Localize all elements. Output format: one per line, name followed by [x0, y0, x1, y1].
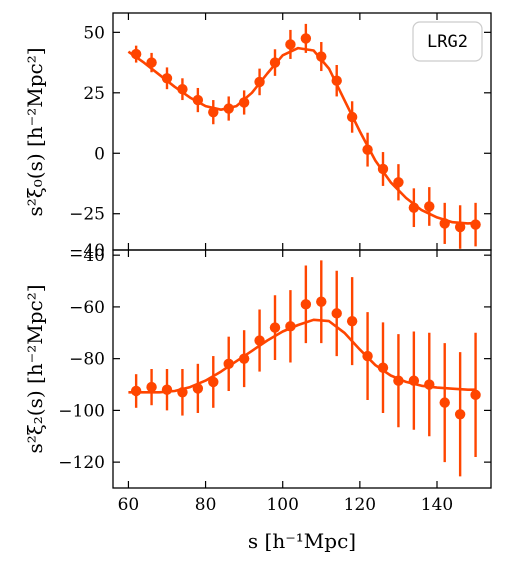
top-y-axis-label: s²ξ₀(s) [h⁻²Mpc²] [23, 47, 47, 216]
x-axis-label: s [h⁻¹Mpc] [248, 529, 356, 553]
bottom-y-axis-label: s²ξ₂(s) [h⁻²Mpc²] [23, 284, 47, 453]
data-point [192, 383, 204, 394]
data-point [424, 201, 435, 212]
model-curve [127, 46, 476, 225]
data-point [285, 321, 296, 332]
y-tick-label: −80 [69, 350, 105, 370]
data-point [454, 409, 466, 420]
panel-bottom-quadrupole: 60 80 100 120 140 −40 −60 −80 −100 −120 s²ξ₂(s) [… [23, 246, 492, 553]
y-tick-label: −40 [69, 246, 105, 266]
data-point [269, 57, 281, 68]
y-tick-label: −120 [58, 453, 105, 473]
data-point [300, 33, 312, 44]
data-point [269, 322, 281, 333]
data-point [177, 387, 188, 398]
y-tick-label: 0 [94, 144, 105, 164]
y-tick-label: −40 [69, 241, 105, 261]
data-point [208, 106, 219, 118]
y-tick-label: 25 [83, 84, 105, 104]
data-point [285, 39, 296, 50]
data-point [223, 358, 234, 370]
legend-label: LRG2 [427, 32, 468, 52]
data-point [316, 51, 327, 62]
legend-box [412, 21, 483, 62]
top-ticks-layer: 50 25 0 −25 −40 [69, 13, 491, 261]
data-point [316, 296, 327, 307]
data-point [177, 83, 188, 95]
bottom-ticks-layer: 60 80 100 120 140 −40 −60 −80 −100 −120 [58, 246, 491, 515]
data-point [346, 315, 358, 327]
data-point [254, 76, 265, 88]
data-point [408, 202, 420, 213]
data-point [223, 103, 234, 114]
data-point [362, 350, 373, 362]
data-point [238, 97, 250, 108]
bottom-errorbar-layer [134, 260, 477, 477]
y-tick-label: −60 [69, 298, 105, 318]
data-point [393, 177, 404, 188]
legend: LRG2 [412, 21, 483, 62]
x-tick-label: 80 [195, 495, 217, 515]
data-point [146, 381, 157, 393]
data-point [254, 335, 265, 346]
data-point [161, 73, 173, 84]
data-point [408, 375, 420, 386]
data-point [192, 94, 204, 106]
data-point [331, 308, 342, 319]
y-tick-label: 50 [83, 23, 105, 43]
model-curve [128, 318, 476, 394]
data-point [161, 384, 173, 395]
data-point [331, 75, 342, 86]
top-model-layer [127, 46, 476, 225]
x-tick-label: 60 [118, 495, 140, 515]
data-point [377, 362, 389, 373]
data-point [470, 389, 481, 401]
x-tick-label: 140 [421, 495, 453, 515]
data-point [362, 144, 373, 155]
data-point [130, 48, 142, 60]
y-tick-label: −25 [69, 205, 105, 225]
data-point [238, 353, 250, 364]
bottom-axes-frame [112, 249, 492, 489]
data-point [470, 219, 481, 230]
top-points-layer [130, 33, 481, 233]
x-tick-label: 100 [266, 495, 298, 515]
y-tick-label: −100 [58, 401, 105, 421]
data-point [439, 397, 450, 408]
bottom-model-layer [128, 318, 476, 394]
bottom-points-layer [130, 296, 481, 420]
data-point [146, 57, 157, 68]
data-point [377, 163, 389, 175]
data-point [208, 376, 219, 388]
data-point [300, 299, 312, 310]
data-point [424, 379, 435, 390]
data-point [454, 221, 466, 233]
data-point [439, 218, 450, 229]
data-point [393, 375, 404, 386]
data-point [346, 111, 358, 123]
x-tick-label: 120 [344, 495, 376, 515]
data-point [130, 385, 142, 397]
panel-top-monopole: 50 25 0 −25 −40 LRG2 s²ξ₀(s) [h⁻²Mpc²] [23, 12, 492, 261]
